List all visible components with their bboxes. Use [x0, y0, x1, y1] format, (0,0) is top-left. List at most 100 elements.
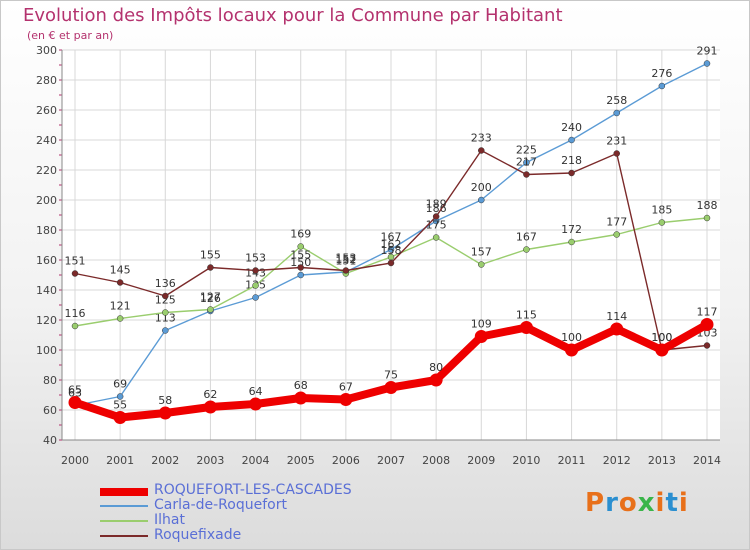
data-label: 64	[249, 385, 263, 398]
y-tick-label: 200	[36, 194, 57, 207]
x-tick-label: 2006	[332, 454, 360, 467]
y-tick-label: 220	[36, 164, 57, 177]
logo-letter: x	[637, 488, 656, 518]
data-point	[207, 306, 214, 313]
legend-swatch	[100, 505, 148, 507]
x-tick-label: 2002	[151, 454, 179, 467]
data-label: 186	[426, 202, 447, 215]
data-point	[387, 246, 395, 253]
data-point	[523, 246, 530, 253]
y-tick-label: 80	[43, 374, 57, 387]
data-point	[703, 60, 711, 67]
data-point	[613, 109, 620, 117]
data-label: 69	[113, 378, 127, 391]
data-label: 155	[290, 249, 311, 262]
data-point	[249, 397, 263, 411]
data-point	[339, 393, 353, 406]
data-point	[71, 270, 79, 277]
data-label: 233	[471, 132, 492, 145]
data-point	[523, 159, 530, 166]
y-tick-label: 180	[36, 224, 57, 237]
data-label: 153	[335, 252, 356, 265]
data-point	[478, 196, 485, 204]
data-label: 67	[339, 381, 353, 394]
data-label: 218	[561, 154, 582, 167]
data-label: 151	[65, 255, 86, 268]
data-label: 116	[65, 307, 86, 320]
data-point	[116, 279, 124, 286]
data-point	[162, 292, 169, 300]
data-point	[252, 294, 259, 301]
logo-letter: P	[585, 488, 606, 518]
data-point	[297, 264, 304, 271]
data-label: 157	[471, 246, 492, 259]
data-label: 136	[155, 277, 176, 290]
data-label: 55	[113, 399, 127, 412]
data-point	[658, 82, 666, 90]
y-tick-label: 140	[36, 284, 57, 297]
legend-swatch	[100, 488, 148, 496]
data-label: 276	[651, 67, 672, 80]
data-label: 68	[294, 379, 308, 392]
legend-label: Carla-de-Roquefort	[154, 497, 287, 513]
data-label: 188	[697, 199, 718, 212]
data-point	[429, 373, 443, 387]
data-point	[116, 315, 124, 322]
data-label: 80	[429, 361, 443, 374]
data-point	[342, 267, 350, 274]
data-label: 258	[606, 94, 627, 107]
proxiti-logo: Proxiti	[585, 488, 689, 518]
data-point	[568, 169, 575, 177]
data-label: 113	[155, 312, 176, 325]
logo-letter: r	[605, 488, 619, 518]
y-tick-label: 60	[43, 404, 57, 417]
data-label: 217	[516, 156, 537, 169]
x-tick-label: 2004	[242, 454, 270, 467]
data-point	[703, 214, 711, 222]
data-point	[113, 411, 127, 424]
logo-letter: o	[618, 488, 638, 518]
data-label: 62	[203, 388, 217, 401]
data-point	[613, 150, 620, 157]
data-point	[116, 393, 124, 400]
data-label: 225	[516, 144, 537, 157]
data-label: 109	[471, 318, 492, 331]
data-point	[568, 238, 575, 246]
y-tick-label: 260	[36, 104, 57, 117]
data-point	[203, 400, 217, 414]
data-point	[384, 381, 398, 394]
data-label: 75	[384, 369, 398, 382]
y-tick-label: 160	[36, 254, 57, 267]
data-point	[700, 318, 714, 331]
data-label: 100	[561, 331, 582, 344]
data-label: 177	[606, 216, 627, 229]
x-tick-label: 2000	[61, 454, 89, 467]
logo-letter: i	[655, 488, 666, 518]
x-tick-label: 2009	[467, 454, 495, 467]
data-point	[478, 261, 485, 268]
data-label: 121	[110, 300, 131, 313]
data-label: 240	[561, 121, 582, 134]
data-point	[519, 321, 533, 334]
data-label: 145	[110, 264, 131, 277]
legend-label: Roquefixade	[154, 527, 242, 543]
data-label: 200	[471, 181, 492, 194]
data-point	[478, 147, 485, 154]
data-label: 127	[200, 291, 221, 304]
data-label: 58	[158, 394, 172, 407]
data-point	[655, 343, 669, 357]
data-label: 100	[651, 331, 672, 344]
data-label: 169	[290, 228, 311, 241]
x-tick-label: 2007	[377, 454, 405, 467]
x-tick-label: 2014	[693, 454, 721, 467]
data-label: 114	[606, 310, 627, 323]
data-label: 185	[651, 204, 672, 217]
data-point	[613, 231, 620, 238]
x-tick-label: 2013	[648, 454, 676, 467]
data-label: 167	[381, 231, 402, 244]
y-tick-label: 240	[36, 134, 57, 147]
data-point	[158, 406, 172, 420]
data-label: 162	[381, 238, 402, 251]
x-tick-label: 2012	[603, 454, 631, 467]
